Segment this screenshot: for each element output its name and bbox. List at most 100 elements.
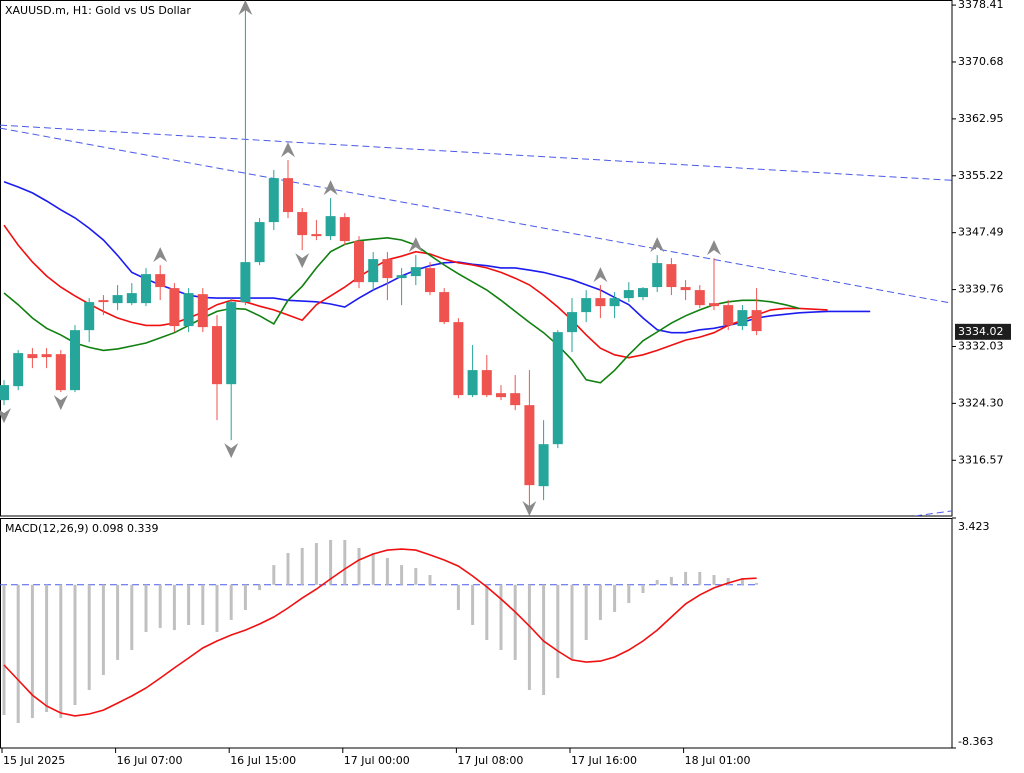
fractal-down: [522, 501, 537, 516]
macd-bar: [513, 584, 517, 660]
macd-bar: [712, 575, 716, 585]
candle-body: [638, 288, 648, 298]
fractal-up: [238, 0, 253, 15]
macd-bar: [669, 576, 673, 585]
candle-body: [197, 294, 208, 328]
macd-frame: [0, 518, 953, 749]
macd-bar: [570, 584, 574, 660]
macd-bar: [201, 584, 205, 625]
macd-bar: [45, 584, 49, 713]
x-tick-label: 15 Jul 2025: [3, 754, 65, 767]
candle-body: [694, 290, 705, 306]
candle-body: [680, 287, 691, 291]
macd-bar: [471, 584, 475, 625]
macd-bar: [598, 584, 602, 620]
y-tick-label: 3370.68: [958, 55, 1004, 68]
x-tick-label: 16 Jul 15:00: [230, 754, 296, 767]
candle-body: [13, 353, 24, 387]
x-tick-label: 16 Jul 07:00: [117, 754, 183, 767]
candle-body: [169, 288, 180, 327]
candle-body: [567, 312, 577, 333]
macd-bar: [641, 584, 645, 593]
y-tick-label: 3339.76: [958, 283, 1004, 296]
macd-bar: [314, 543, 318, 585]
macd-bar: [556, 584, 560, 679]
candle-body: [41, 354, 52, 358]
candle-body: [510, 393, 521, 406]
candle-body: [524, 405, 535, 486]
macd-bar: [243, 584, 247, 610]
fractal-up: [323, 180, 338, 196]
indicator-line: [3, 224, 828, 359]
y-tick-label: 3324.30: [958, 396, 1004, 409]
macd-bar: [229, 584, 233, 620]
macd-bar: [158, 584, 162, 628]
candle-body: [112, 295, 123, 304]
candle-body: [297, 212, 308, 236]
fractal-up: [593, 267, 608, 283]
macd-bar: [613, 584, 617, 612]
macd-bar: [684, 571, 688, 585]
x-tick-label: 17 Jul 16:00: [571, 754, 637, 767]
candle-body: [552, 332, 563, 445]
y-tick-label: 3362.95: [958, 112, 1004, 125]
candle-body: [98, 300, 109, 303]
macd-bar: [371, 552, 375, 585]
candle-body: [70, 330, 80, 391]
candle-body: [439, 292, 450, 323]
candle-body: [425, 268, 435, 293]
y-tick-label: 3355.22: [958, 169, 1004, 182]
fractal-up: [707, 240, 721, 256]
fractal-up: [650, 237, 665, 253]
candle-body: [496, 393, 506, 398]
macd-bar: [527, 584, 531, 690]
candle-body: [396, 275, 407, 279]
macd-bar: [59, 584, 63, 719]
y-tick-label: 3347.49: [958, 226, 1004, 239]
macd-bar: [286, 552, 290, 585]
macd-bar: [329, 539, 333, 585]
candle-body: [311, 234, 322, 237]
candle-body: [240, 262, 251, 303]
macd-title: MACD(12,26,9) 0.098 0.339: [5, 522, 159, 535]
macd-bar: [655, 579, 659, 585]
macd-bar: [116, 584, 120, 660]
current-price-box: [955, 323, 1011, 340]
macd-bar: [414, 568, 418, 585]
macd-bar: [385, 558, 389, 585]
macd-bar: [101, 584, 105, 675]
candle-body: [212, 326, 222, 385]
macd-bar: [172, 584, 176, 631]
x-tick-label: 17 Jul 08:00: [457, 754, 523, 767]
macd-bar: [400, 565, 404, 585]
macd-bar: [442, 584, 446, 586]
fractal-up: [408, 237, 423, 253]
candle-body: [27, 354, 38, 359]
candle-body: [183, 293, 194, 327]
candle-body: [481, 370, 492, 396]
macd-bar: [485, 584, 489, 641]
candle-body: [254, 222, 265, 263]
candle-body: [0, 385, 9, 401]
macd-bar: [343, 539, 347, 585]
candle-body: [155, 274, 166, 288]
fractal-down: [0, 408, 11, 424]
y-tick-label: 3316.57: [958, 453, 1004, 466]
macd-bar: [357, 547, 361, 585]
macd-bar: [584, 584, 588, 641]
macd-bar: [428, 575, 432, 585]
candle-body: [354, 241, 364, 283]
macd-bar: [187, 584, 191, 625]
x-tick-label: 17 Jul 00:00: [344, 754, 410, 767]
chart-title: XAUUSD.m, H1: Gold vs US Dollar: [5, 4, 191, 17]
macd-bar: [130, 584, 134, 650]
candle-body: [382, 259, 393, 279]
candle-body: [141, 274, 151, 304]
fractal-down: [53, 395, 68, 411]
macd-bar: [456, 584, 460, 610]
candle-body: [368, 259, 379, 283]
macd-bar: [726, 577, 730, 585]
macd-bar: [16, 584, 20, 723]
candle-body: [538, 444, 549, 487]
